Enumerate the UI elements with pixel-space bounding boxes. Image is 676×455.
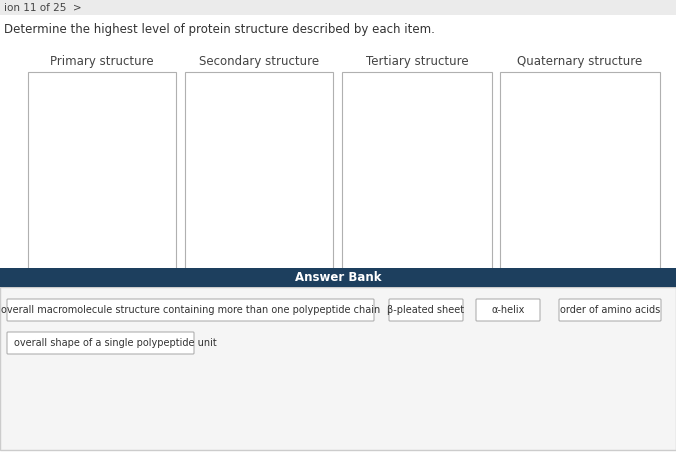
Bar	[500, 72, 660, 270]
Text: Answer Bank: Answer Bank	[295, 271, 381, 284]
Text: overall macromolecule structure containing more than one polypeptide chain: overall macromolecule structure containi…	[1, 305, 380, 315]
Text: Primary structure: Primary structure	[50, 56, 154, 69]
Text: α-helix: α-helix	[491, 305, 525, 315]
Text: order of amino acids: order of amino acids	[560, 305, 660, 315]
Text: ion 11 of 25  >: ion 11 of 25 >	[4, 3, 82, 13]
Bar	[0, 268, 676, 287]
FancyBboxPatch shape	[7, 332, 194, 354]
Text: Tertiary structure: Tertiary structure	[366, 56, 468, 69]
Bar	[185, 72, 333, 270]
Bar	[28, 72, 176, 270]
FancyBboxPatch shape	[559, 299, 661, 321]
Text: Quaternary structure: Quaternary structure	[517, 56, 643, 69]
Bar	[0, 0, 676, 15]
Bar	[0, 287, 676, 450]
Text: Determine the highest level of protein structure described by each item.: Determine the highest level of protein s…	[4, 24, 435, 36]
Text: overall shape of a single polypeptide unit: overall shape of a single polypeptide un…	[14, 338, 217, 348]
Bar	[342, 72, 492, 270]
FancyBboxPatch shape	[476, 299, 540, 321]
FancyBboxPatch shape	[7, 299, 374, 321]
Text: Secondary structure: Secondary structure	[199, 56, 319, 69]
FancyBboxPatch shape	[389, 299, 463, 321]
Text: β-pleated sheet: β-pleated sheet	[387, 305, 464, 315]
